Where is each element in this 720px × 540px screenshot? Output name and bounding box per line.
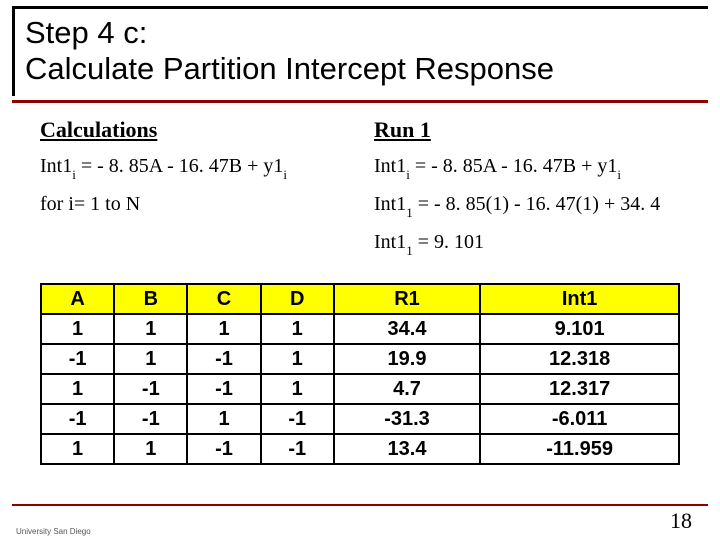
table-body: 111134.49.101-11-1119.912.3181-1-114.712… [41,314,679,464]
eq-sub: 1 [406,205,413,220]
table-cell: 13.4 [334,434,480,464]
eq-text: Int1 [374,193,406,215]
data-table: ABCDR1Int1 111134.49.101-11-1119.912.318… [40,283,680,465]
table-cell: 9.101 [480,314,679,344]
table-header-cell: C [187,284,260,314]
left-eq1: Int1i = - 8. 85A - 16. 47B + y1i [40,155,356,181]
table-cell: 34.4 [334,314,480,344]
content-columns: Calculations Int1i = - 8. 85A - 16. 47B … [12,117,708,269]
table-cell: 1 [187,404,260,434]
right-heading: Run 1 [374,117,690,143]
table-cell: 1 [41,314,114,344]
eq-sub: i [406,167,410,182]
table-header-cell: D [261,284,334,314]
table-cell: 4.7 [334,374,480,404]
title-line1: Step 4 c: [25,15,708,51]
title-box: Step 4 c: Calculate Partition Intercept … [12,6,708,96]
table-cell: -1 [261,404,334,434]
table-cell: 1 [261,344,334,374]
right-eq3: Int11 = 9. 101 [374,231,690,257]
title-underline [12,100,708,103]
table-cell: -1 [187,434,260,464]
eq-text: Int1 [40,155,72,177]
table-cell: 1 [187,314,260,344]
table-cell: 1 [41,374,114,404]
table-header-cell: A [41,284,114,314]
right-eq1: Int1i = - 8. 85A - 16. 47B + y1i [374,155,690,181]
table-cell: 1 [114,314,187,344]
right-column: Run 1 Int1i = - 8. 85A - 16. 47B + y1i I… [374,117,690,269]
table-header-row: ABCDR1Int1 [41,284,679,314]
table-header-cell: Int1 [480,284,679,314]
right-eq2: Int11 = - 8. 85(1) - 16. 47(1) + 34. 4 [374,193,690,219]
eq-sub: i [283,167,287,182]
slide: Step 4 c: Calculate Partition Intercept … [0,0,720,540]
table-header-cell: R1 [334,284,480,314]
table-row: 111134.49.101 [41,314,679,344]
table-cell: 1 [41,434,114,464]
table-cell: 1 [261,314,334,344]
table-row: 11-1-113.4-11.959 [41,434,679,464]
table-cell: -1 [114,404,187,434]
university-logo: University San Diego [16,528,91,536]
table-cell: -1 [114,374,187,404]
table-row: -11-1119.912.318 [41,344,679,374]
eq-text: = - 8. 85(1) - 16. 47(1) + 34. 4 [413,193,661,215]
table-cell: -31.3 [334,404,480,434]
table-cell: 1 [114,434,187,464]
table-cell: -11.959 [480,434,679,464]
eq-sub: i [72,167,76,182]
title-line2: Calculate Partition Intercept Response [25,51,708,87]
eq-sub: i [617,167,621,182]
table-cell: 12.317 [480,374,679,404]
left-heading: Calculations [40,117,356,143]
table-cell: 19.9 [334,344,480,374]
eq-sub: 1 [406,243,413,258]
eq-text: = - 8. 85A - 16. 47B + y1 [410,155,618,177]
page-number: 18 [670,508,692,534]
table-cell: -1 [187,344,260,374]
eq-text: = 9. 101 [413,231,484,253]
table-cell: -1 [261,434,334,464]
eq-text: Int1 [374,231,406,253]
left-eq2: for i= 1 to N [40,193,356,216]
table-cell: -1 [41,404,114,434]
table-cell: -1 [41,344,114,374]
table-row: 1-1-114.712.317 [41,374,679,404]
table-header-cell: B [114,284,187,314]
table-cell: 12.318 [480,344,679,374]
eq-text: Int1 [374,155,406,177]
footer-line [12,504,708,506]
table-cell: 1 [114,344,187,374]
table-cell: -6.011 [480,404,679,434]
eq-text: = - 8. 85A - 16. 47B + y1 [76,155,284,177]
table-row: -1-11-1-31.3-6.011 [41,404,679,434]
table-cell: 1 [261,374,334,404]
left-column: Calculations Int1i = - 8. 85A - 16. 47B … [40,117,356,269]
table-cell: -1 [187,374,260,404]
